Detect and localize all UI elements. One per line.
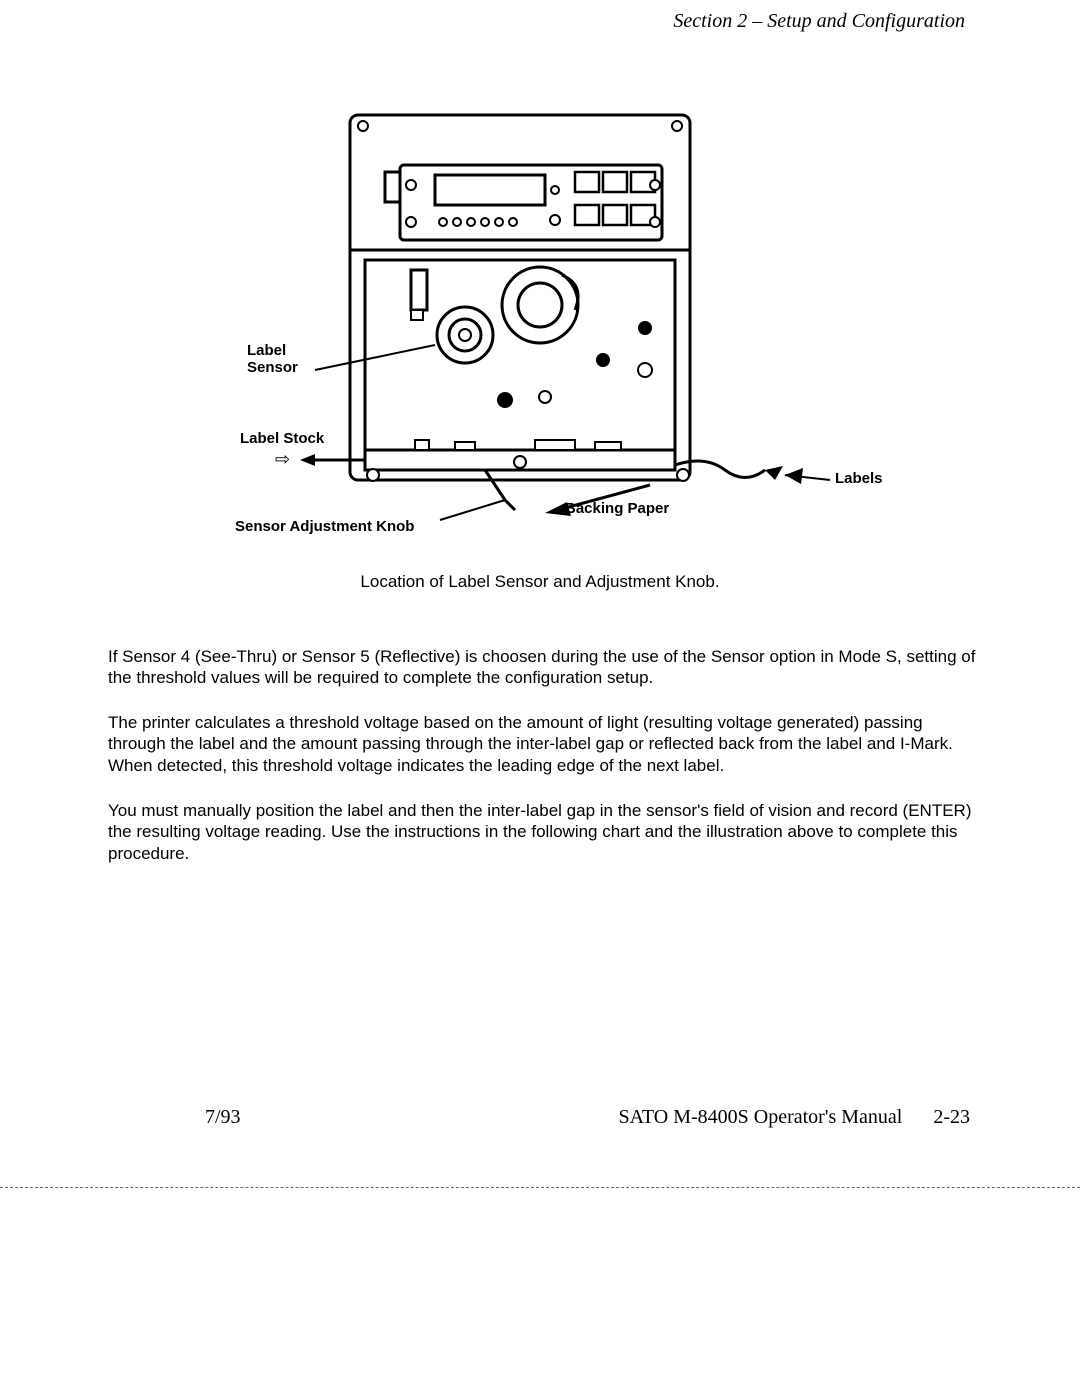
arrow-right-icon: ⇨	[275, 449, 290, 470]
callout-labels: Labels	[835, 470, 883, 487]
paragraph-1: If Sensor 4 (See-Thru) or Sensor 5 (Refl…	[108, 646, 978, 689]
section-header: Section 2 – Setup and Configuration	[673, 10, 965, 33]
callout-label-sensor: Label Sensor	[247, 342, 298, 376]
footer-date: 7/93	[205, 1106, 241, 1129]
callout-sensor-adj-knob: Sensor Adjustment Knob	[235, 518, 414, 535]
footer-manual: SATO M-8400S Operator's Manual 2-23	[619, 1106, 970, 1129]
page: Section 2 – Setup and Configuration	[0, 0, 1080, 1397]
footer-manual-title: SATO M-8400S Operator's Manual	[619, 1106, 903, 1128]
callout-label-stock: Label Stock	[240, 430, 324, 447]
footer-page-number: 2-23	[933, 1106, 970, 1128]
figure-caption: Location of Label Sensor and Adjustment …	[0, 572, 1080, 592]
paragraph-2: The printer calculates a threshold volta…	[108, 712, 978, 776]
page-bottom-rule	[0, 1187, 1080, 1188]
paragraph-3: You must manually position the label and…	[108, 800, 978, 864]
printer-diagram: Label Sensor Label Stock ⇨ Sensor Adjust…	[205, 110, 945, 540]
printer-diagram-svg	[205, 110, 945, 540]
callout-backing-paper: Backing Paper	[565, 500, 669, 517]
